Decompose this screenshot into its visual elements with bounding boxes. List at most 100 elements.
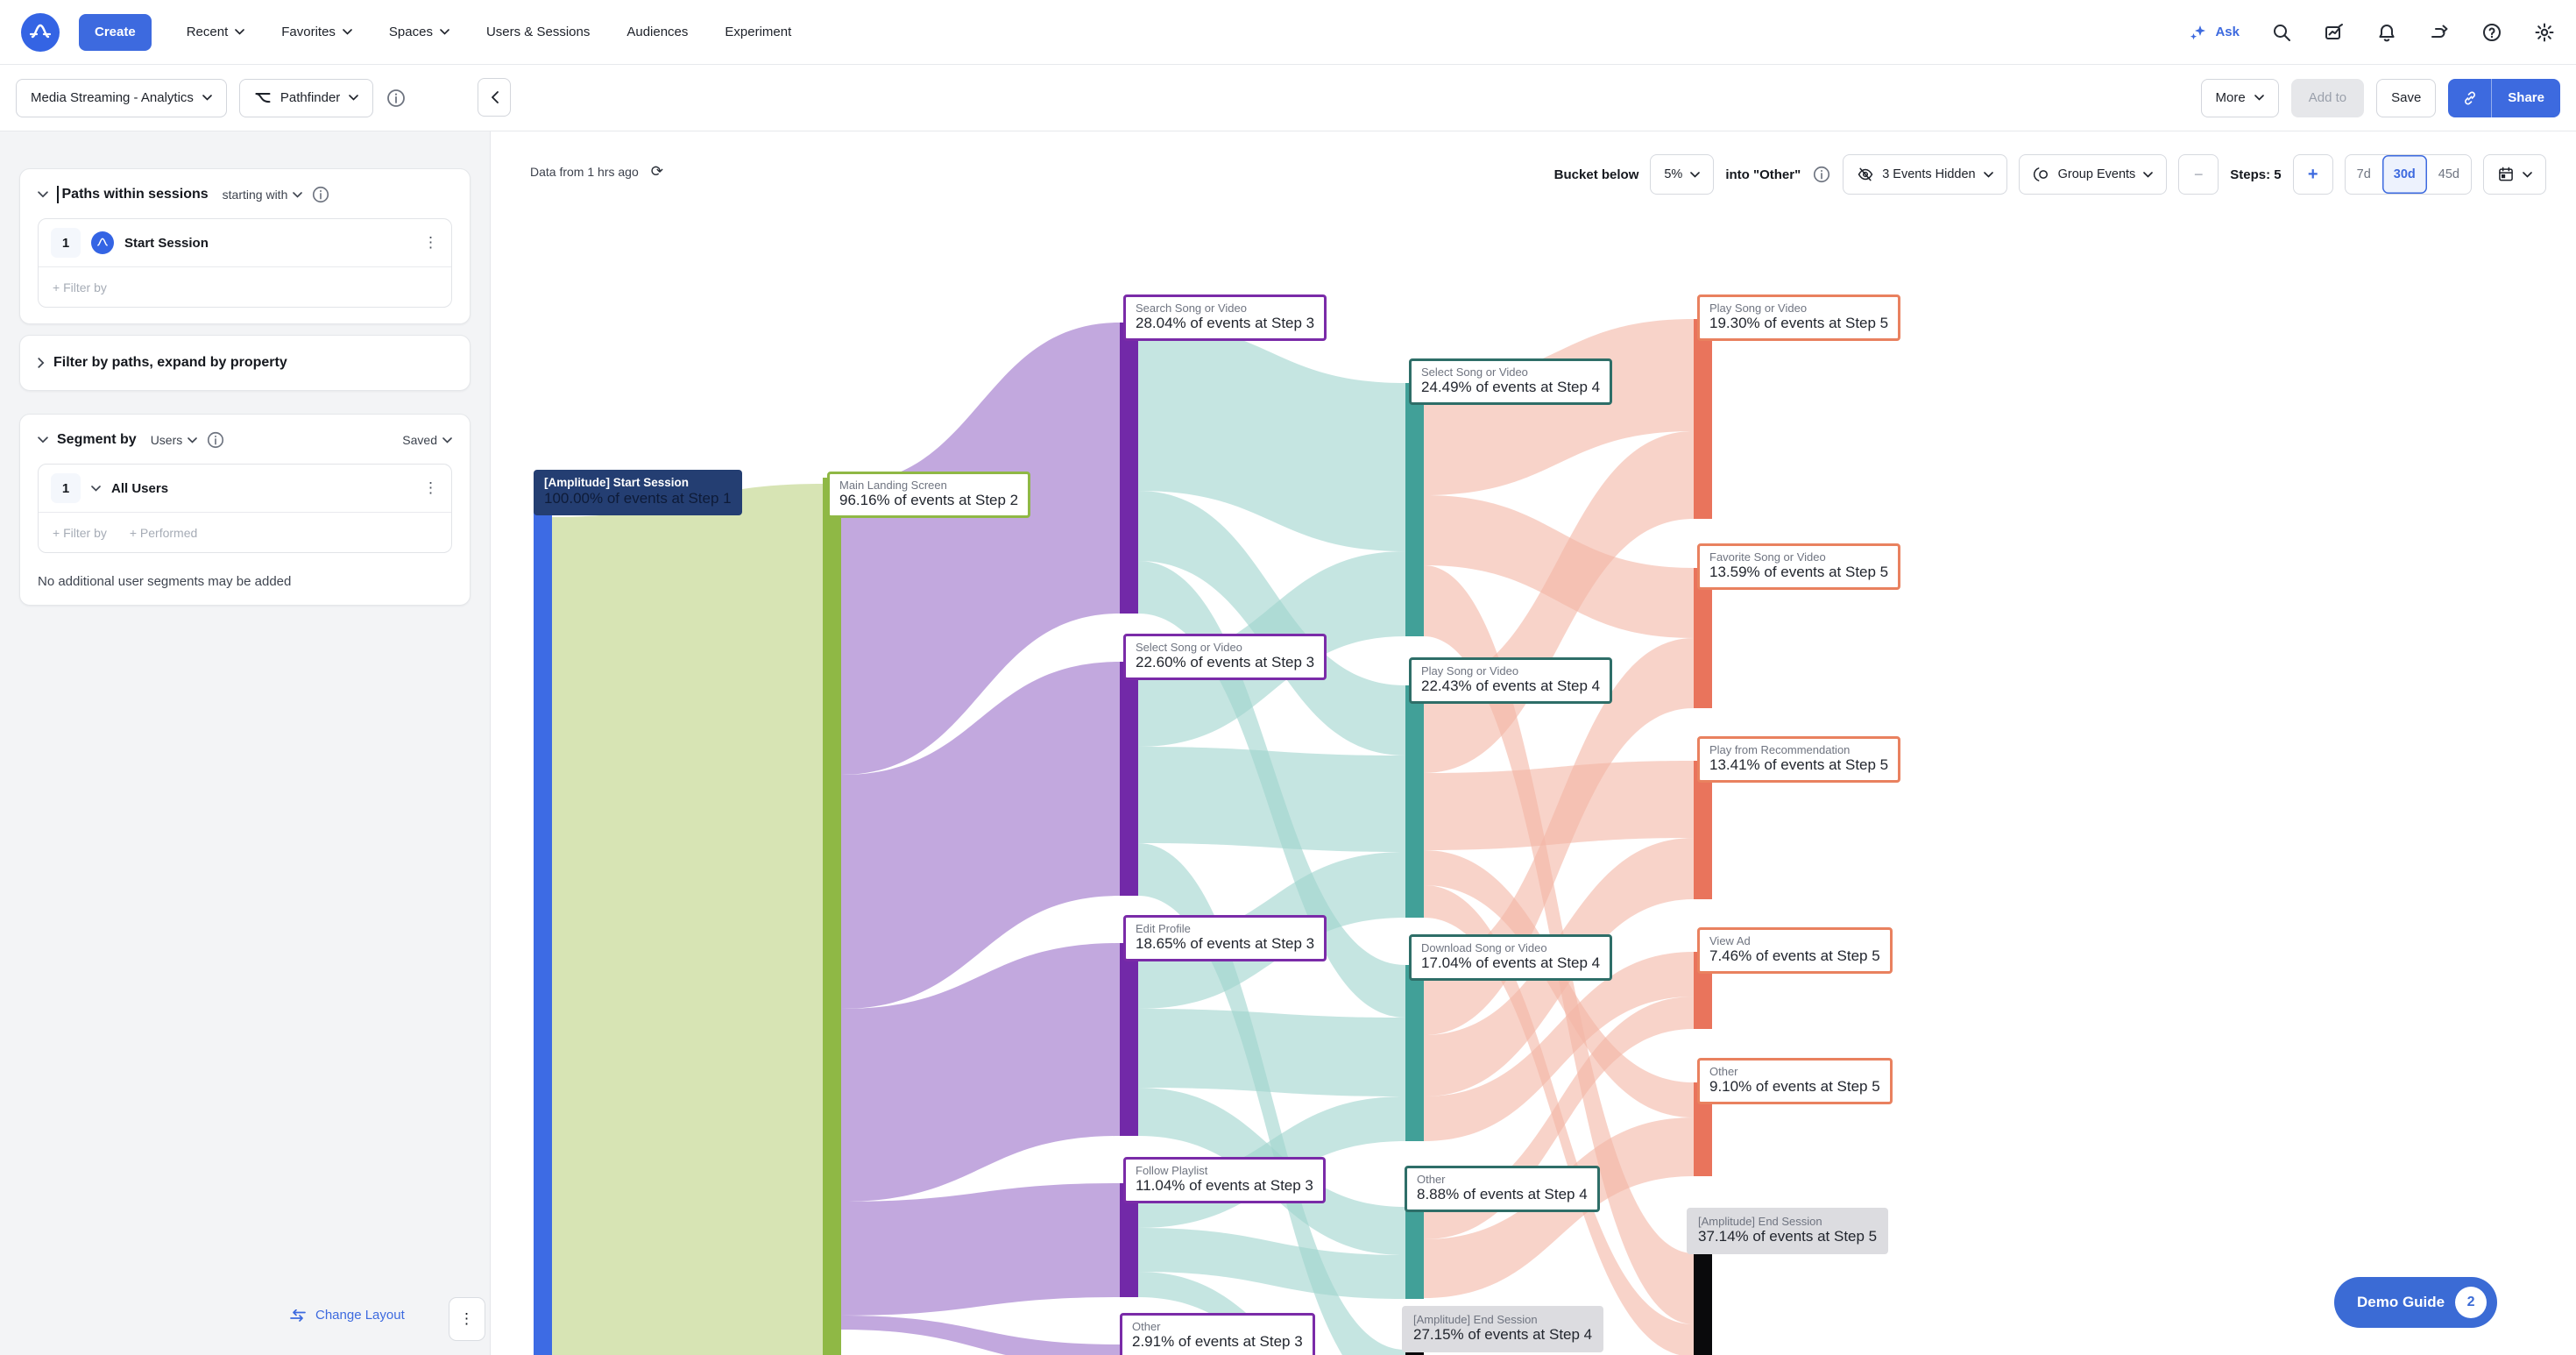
amplitude-logo-icon[interactable]: [21, 12, 60, 52]
sankey-node[interactable]: [823, 478, 841, 1355]
sankey-link[interactable]: [841, 1316, 1120, 1355]
help-icon[interactable]: [2481, 22, 2502, 43]
sankey-node[interactable]: [1120, 323, 1138, 614]
segment-menu-icon[interactable]: ⋮: [423, 479, 439, 496]
create-button[interactable]: Create: [79, 13, 152, 51]
segment-row[interactable]: 1 All Users ⋮: [39, 465, 451, 512]
sankey-node-label[interactable]: View Ad 7.46% of events at Step 5: [1697, 927, 1893, 975]
sidebar-kebab-menu[interactable]: ⋮: [449, 1297, 485, 1341]
sankey-node-label[interactable]: Select Song or Video 24.49% of events at …: [1409, 358, 1613, 406]
collapse-section-icon[interactable]: [38, 191, 48, 198]
sankey-node-label[interactable]: [Amplitude] End Session 27.15% of events …: [1402, 1306, 1604, 1353]
sankey-node-label[interactable]: Select Song or Video 22.60% of events at …: [1123, 634, 1327, 681]
sankey-node-label[interactable]: Search Song or Video 28.04% of events at …: [1123, 294, 1327, 342]
nav-item-recent[interactable]: Recent: [187, 25, 245, 39]
sankey-node[interactable]: [1405, 1207, 1424, 1299]
paths-card-title[interactable]: Paths within sessions: [61, 187, 209, 202]
event-menu-icon[interactable]: ⋮: [423, 234, 439, 251]
sankey-node-label[interactable]: Follow Playlist 11.04% of events at Step …: [1123, 1157, 1326, 1204]
sankey-node[interactable]: [1405, 965, 1424, 1141]
sankey-node[interactable]: [1694, 761, 1712, 899]
add-filter-button[interactable]: + Filter by: [53, 280, 107, 294]
insights-icon[interactable]: [2324, 22, 2345, 43]
sankey-node[interactable]: [1694, 568, 1712, 708]
sankey-link[interactable]: [1138, 1009, 1405, 1096]
sankey-node-label[interactable]: Play from Recommendation 13.41% of events…: [1697, 736, 1901, 784]
share-button[interactable]: Share: [2492, 78, 2560, 117]
sankey-link[interactable]: [841, 323, 1120, 775]
dataset-selector[interactable]: Media Streaming - Analytics: [16, 78, 227, 117]
nav-item-users-sessions[interactable]: Users & Sessions: [485, 25, 591, 39]
sankey-link[interactable]: [841, 662, 1120, 1009]
sankey-node-label[interactable]: Play Song or Video 22.43% of events at St…: [1409, 657, 1613, 705]
search-icon[interactable]: [2271, 22, 2292, 43]
sankey-node[interactable]: [1120, 943, 1138, 1136]
sankey-node[interactable]: [1694, 1082, 1712, 1176]
sankey-link[interactable]: [1138, 1228, 1405, 1299]
add-performed-button[interactable]: + Performed: [129, 525, 198, 540]
info-icon[interactable]: [311, 185, 330, 204]
info-icon[interactable]: [386, 88, 407, 109]
group-events-button[interactable]: Group Events: [2018, 154, 2168, 195]
event-name[interactable]: Start Session: [124, 235, 209, 251]
date-picker-button[interactable]: [2483, 154, 2546, 195]
collapse-sidebar-button[interactable]: [478, 78, 511, 117]
sankey-node[interactable]: [1120, 1183, 1138, 1297]
more-button[interactable]: More: [2200, 78, 2279, 117]
sankey-link[interactable]: [1138, 843, 1405, 1355]
range-30d[interactable]: 30d: [2381, 155, 2427, 194]
save-button[interactable]: Save: [2376, 78, 2437, 117]
sankey-node-label[interactable]: Other 2.91% of events at Step 3: [1120, 1313, 1315, 1355]
sankey-link[interactable]: [1138, 323, 1405, 551]
sankey-node[interactable]: [1405, 685, 1424, 918]
nav-item-favorites[interactable]: Favorites: [281, 25, 352, 39]
sankey-link[interactable]: [1424, 997, 1694, 1239]
sankey-node-label[interactable]: Edit Profile 18.65% of events at Step 3: [1123, 915, 1327, 962]
change-layout-button[interactable]: Change Layout: [289, 1308, 405, 1323]
sankey-node-label[interactable]: Other 9.10% of events at Step 5: [1697, 1058, 1893, 1105]
nav-item-spaces[interactable]: Spaces: [389, 25, 449, 39]
sankey-node-label[interactable]: Other 8.88% of events at Step 4: [1405, 1166, 1600, 1213]
settings-icon[interactable]: [2534, 22, 2555, 43]
sankey-node[interactable]: [1405, 383, 1424, 636]
sankey-node-label[interactable]: Main Landing Screen 96.16% of events at S…: [827, 472, 1031, 519]
data-connections-icon[interactable]: [2429, 22, 2450, 43]
event-row[interactable]: 1 Start Session ⋮: [39, 219, 451, 266]
sankey-node-label[interactable]: [Amplitude] End Session 37.14% of events …: [1687, 1208, 1889, 1255]
sankey-node[interactable]: [1694, 1253, 1712, 1355]
remove-step-button[interactable]: −: [2178, 154, 2219, 195]
add-filter-button[interactable]: + Filter by: [53, 525, 107, 540]
path-mode-dropdown[interactable]: starting with: [223, 188, 303, 202]
range-7d[interactable]: 7d: [2356, 167, 2371, 181]
saved-segments-dropdown[interactable]: Saved: [402, 433, 452, 447]
segment-type-dropdown[interactable]: Users: [151, 433, 198, 447]
sankey-link[interactable]: [1424, 319, 1694, 495]
chart-type-selector[interactable]: Pathfinder: [238, 78, 374, 117]
sankey-link[interactable]: [1424, 952, 1694, 1141]
sankey-node-label[interactable]: Play Song or Video 19.30% of events at St…: [1697, 294, 1901, 342]
sankey-node[interactable]: [1120, 662, 1138, 896]
events-hidden-button[interactable]: 3 Events Hidden: [1843, 154, 2007, 195]
sankey-link[interactable]: [1138, 747, 1405, 852]
notifications-icon[interactable]: [2376, 22, 2397, 43]
nav-item-audiences[interactable]: Audiences: [626, 25, 689, 39]
info-icon[interactable]: [206, 430, 225, 450]
refresh-icon[interactable]: ⟳: [650, 163, 663, 180]
sankey-link[interactable]: [841, 943, 1120, 1202]
chevron-down-icon[interactable]: [91, 485, 101, 492]
sankey-link[interactable]: [552, 484, 823, 1355]
info-icon[interactable]: [1812, 165, 1831, 184]
expand-card[interactable]: Filter by paths, expand by property: [19, 335, 471, 391]
sankey-node-label[interactable]: [Amplitude] Start Session 100.00% of even…: [534, 470, 742, 515]
add-to-button[interactable]: Add to: [2290, 78, 2365, 117]
sankey-node[interactable]: [1694, 319, 1712, 519]
range-45d[interactable]: 45d: [2438, 167, 2459, 181]
collapse-section-icon[interactable]: [38, 436, 48, 443]
bucket-threshold-select[interactable]: 5%: [1650, 154, 1715, 195]
nav-item-experiment[interactable]: Experiment: [725, 25, 792, 39]
sankey-node[interactable]: [534, 511, 552, 1355]
sankey-link[interactable]: [841, 1183, 1120, 1316]
demo-guide-button[interactable]: Demo Guide 2: [2334, 1277, 2498, 1328]
add-step-button[interactable]: +: [2292, 154, 2333, 195]
sankey-node-label[interactable]: Download Song or Video 17.04% of events a…: [1409, 934, 1613, 982]
